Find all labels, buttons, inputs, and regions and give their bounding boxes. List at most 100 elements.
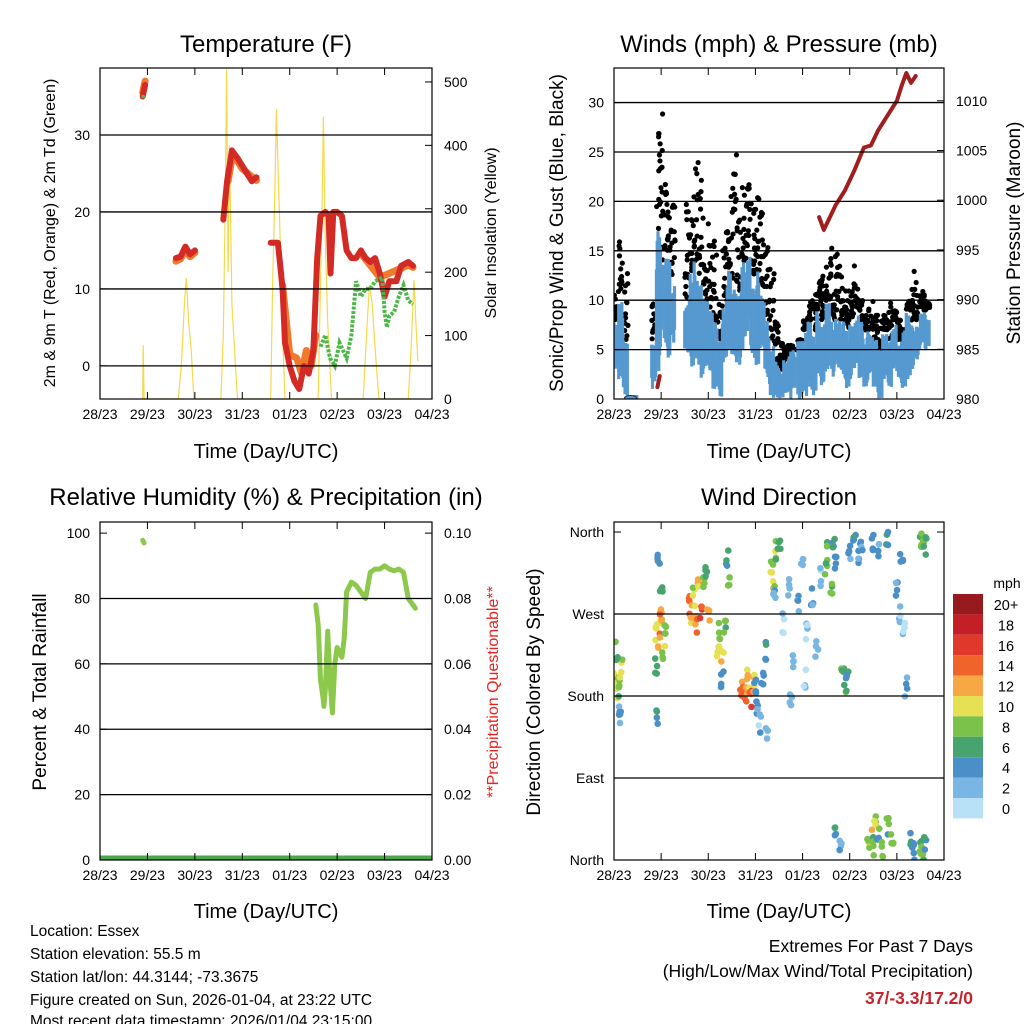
- direction-ytick-label: West: [572, 606, 604, 622]
- rh-line: [313, 563, 418, 716]
- gust-point: [622, 315, 629, 321]
- gust-point: [921, 292, 927, 298]
- gust-point: [686, 235, 693, 241]
- direction-point: [920, 856, 928, 860]
- speed-legend-label: 10: [998, 700, 1014, 716]
- gust-point: [734, 228, 740, 234]
- direction-point: [802, 666, 810, 674]
- gust-point: [684, 217, 690, 223]
- speed-legend-swatch: [953, 675, 983, 696]
- gust-point: [664, 236, 671, 242]
- gust-point: [759, 210, 765, 217]
- direction-point: [842, 674, 850, 682]
- humidity-ytick-label: 0: [82, 852, 90, 868]
- gust-point: [851, 263, 857, 269]
- direction-point: [896, 618, 904, 626]
- gust-point: [839, 312, 845, 318]
- gust-point: [698, 189, 704, 195]
- direction-point: [692, 620, 699, 628]
- direction-point: [911, 856, 918, 860]
- gust-point: [740, 245, 746, 251]
- gust-point: [771, 271, 777, 277]
- direction-point: [901, 619, 909, 627]
- direction-point: [875, 540, 883, 548]
- temperature-ytick-right-label: 300: [444, 201, 468, 217]
- direction-xtick-label: 01/23: [785, 867, 820, 883]
- direction-point: [859, 546, 866, 554]
- gust-point: [734, 247, 741, 253]
- direction-point: [691, 602, 699, 610]
- gust-point: [828, 256, 834, 262]
- direction-point: [822, 560, 830, 567]
- gust-point: [911, 268, 917, 274]
- direction-point: [656, 560, 663, 567]
- direction-point: [769, 561, 777, 568]
- humidity-ytick-label: 20: [74, 787, 90, 803]
- humidity-ylabel-left: Percent & Total Rainfall: [30, 593, 51, 790]
- direction-title: Wind Direction: [701, 484, 857, 511]
- direction-point: [726, 574, 733, 581]
- direction-point: [883, 815, 891, 822]
- temperature-xtick-label: 28/23: [82, 406, 117, 422]
- gust-point: [814, 292, 820, 298]
- temperature-ytick-label: 0: [82, 358, 90, 374]
- direction-point: [651, 669, 659, 677]
- winds-plot-area: [614, 71, 933, 399]
- temp-2m-line: [139, 81, 149, 100]
- temperature-xtick-label: 30/23: [177, 406, 212, 422]
- direction-ytick-label: South: [567, 688, 604, 704]
- pressure-line: [655, 374, 662, 390]
- direction-point: [762, 641, 770, 648]
- direction-point: [615, 703, 623, 710]
- direction-point: [892, 579, 900, 587]
- direction-xtick-label: 02/23: [832, 867, 867, 883]
- temperature-ytick-right-label: 0: [444, 391, 452, 407]
- direction-point: [702, 573, 709, 580]
- gust-point: [833, 288, 839, 294]
- gust-point: [662, 181, 668, 188]
- direction-point: [696, 614, 704, 622]
- gust-point: [665, 209, 671, 215]
- gust-point: [760, 242, 767, 248]
- gust-point: [709, 254, 716, 260]
- direction-point: [653, 662, 661, 670]
- direction-point: [654, 551, 662, 559]
- direction-point: [789, 652, 797, 659]
- direction-point: [802, 635, 810, 643]
- speed-legend-label: 6: [1002, 741, 1010, 757]
- direction-point: [716, 635, 723, 642]
- direction-point: [804, 621, 811, 629]
- direction-ytick-label: North: [570, 524, 604, 540]
- direction-point: [922, 534, 929, 541]
- gust-point: [767, 284, 773, 290]
- direction-point: [689, 584, 697, 591]
- gust-point: [754, 266, 760, 273]
- direction-xtick-label: 29/23: [644, 867, 679, 883]
- gust-point: [691, 243, 698, 249]
- gust-point: [843, 304, 849, 310]
- gust-point: [874, 318, 880, 324]
- direction-point: [892, 592, 900, 599]
- temperature-xtick-label: 03/23: [367, 406, 402, 422]
- gust-point: [682, 274, 688, 280]
- gust-point: [769, 327, 775, 333]
- speed-legend: 20+ 18 16 14 12 10 8 6 4 2 0: [953, 594, 1018, 819]
- direction-point: [724, 582, 732, 589]
- direction-ylabel-left: Direction (Colored By Speed): [524, 568, 545, 815]
- gust-point: [694, 171, 700, 177]
- gust-point: [654, 203, 660, 210]
- speed-legend-swatch: [953, 798, 983, 819]
- gust-point: [625, 281, 631, 287]
- gust-point: [711, 243, 717, 250]
- gust-point: [649, 303, 655, 309]
- direction-point: [652, 624, 659, 631]
- gust-point: [829, 302, 836, 308]
- direction-point: [787, 701, 795, 709]
- direction-point: [659, 653, 666, 661]
- winds-xtick-label: 04/23: [926, 406, 961, 422]
- gust-point: [696, 270, 702, 276]
- gust-point: [697, 206, 704, 212]
- direction-point: [720, 649, 727, 656]
- direction-point: [614, 638, 619, 646]
- gust-point: [664, 201, 670, 208]
